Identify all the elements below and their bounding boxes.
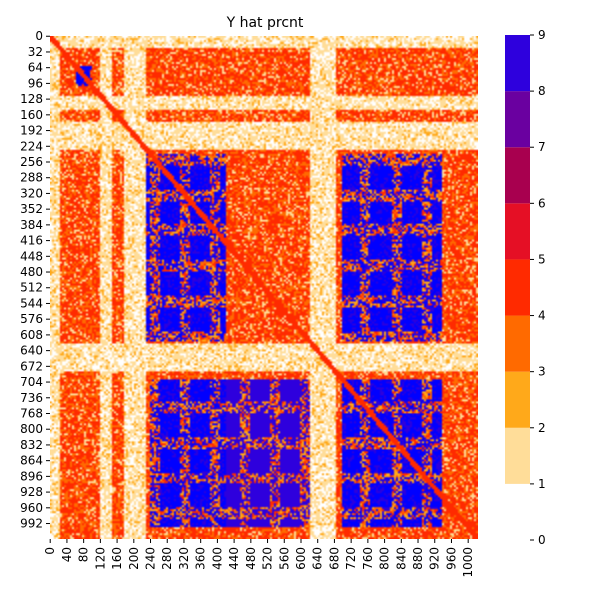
colorbar-ticks: 0 1 2 3 4 5 6 7 8 9: [530, 28, 546, 547]
x-tick-label: 280: [160, 547, 174, 570]
colorbar-tick-label: 2: [538, 421, 546, 435]
x-tick-label: 240: [144, 547, 158, 570]
colorbar-level: [505, 371, 530, 428]
y-tick-label: 736: [20, 391, 43, 405]
y-tick-label: 448: [20, 249, 43, 263]
y-tick-label: 256: [20, 155, 43, 169]
x-tick-label: 320: [177, 547, 191, 570]
x-axis: 0 40 80 120 160 200 240 280 320 360 400 440 480 520 56…: [43, 539, 475, 578]
colorbar-level: [505, 427, 530, 484]
y-tick-label: 64: [28, 61, 43, 75]
x-tick-label: 960: [444, 547, 458, 570]
colorbar-tick-label: 9: [538, 28, 546, 42]
x-tick-label: 200: [127, 547, 141, 570]
x-tick-label: 480: [244, 547, 258, 570]
colorbar-tick-label: 5: [538, 252, 546, 266]
colorbar-tick-label: 8: [538, 84, 546, 98]
chart-title: Y hat prcnt: [226, 15, 304, 31]
y-tick-label: 384: [20, 218, 43, 232]
y-tick-label: 704: [20, 375, 43, 389]
colorbar-level: [505, 483, 530, 540]
colorbar: 0 1 2 3 4 5 6 7 8 9: [505, 28, 546, 547]
x-tick-label: 120: [93, 547, 107, 570]
y-tick-label: 640: [20, 344, 43, 358]
colorbar-level: [505, 35, 530, 92]
y-tick-label: 672: [20, 359, 43, 373]
heatmap-image: [50, 36, 478, 539]
y-tick-label: 608: [20, 328, 43, 342]
x-tick-label: 0: [43, 547, 57, 555]
y-tick-label: 192: [20, 124, 43, 138]
x-tick-label: 400: [210, 547, 224, 570]
y-axis: 0326496128160192224256288320352384416448…: [20, 29, 50, 531]
y-tick-label: 224: [20, 139, 43, 153]
colorbar-levels: [505, 35, 530, 540]
y-tick-label: 832: [20, 438, 43, 452]
x-tick-label: 40: [60, 547, 74, 562]
x-tick-label: 800: [378, 547, 392, 570]
y-tick-label: 544: [20, 296, 43, 310]
x-tick-label: 160: [110, 547, 124, 570]
y-tick-label: 416: [20, 234, 43, 248]
x-tick-label: 760: [361, 547, 375, 570]
x-tick-label: 1000: [461, 547, 475, 578]
colorbar-level: [505, 147, 530, 204]
y-tick-label: 128: [20, 92, 43, 106]
y-tick-label: 160: [20, 108, 43, 122]
y-tick-label: 512: [20, 281, 43, 295]
colorbar-tick-label: 0: [538, 533, 546, 547]
colorbar-level: [505, 91, 530, 148]
colorbar-tick-label: 3: [538, 365, 546, 379]
x-tick-label: 920: [428, 547, 442, 570]
y-tick-label: 0: [35, 29, 43, 43]
x-tick-label: 640: [311, 547, 325, 570]
y-tick-label: 896: [20, 469, 43, 483]
y-tick-label: 320: [20, 186, 43, 200]
x-tick-label: 880: [411, 547, 425, 570]
y-tick-label: 576: [20, 312, 43, 326]
x-tick-label: 600: [294, 547, 308, 570]
x-tick-label: 840: [394, 547, 408, 570]
colorbar-level: [505, 203, 530, 260]
colorbar-tick-label: 4: [538, 309, 546, 323]
x-tick-label: 680: [327, 547, 341, 570]
x-tick-label: 80: [77, 547, 91, 562]
x-tick-label: 520: [261, 547, 275, 570]
y-tick-label: 480: [20, 265, 43, 279]
y-tick-label: 928: [20, 485, 43, 499]
y-tick-label: 96: [28, 76, 43, 90]
y-tick-label: 800: [20, 422, 43, 436]
x-tick-label: 360: [194, 547, 208, 570]
colorbar-tick-label: 7: [538, 140, 546, 154]
y-tick-label: 864: [20, 454, 43, 468]
y-tick-label: 352: [20, 202, 43, 216]
colorbar-level: [505, 315, 530, 372]
x-tick-label: 440: [227, 547, 241, 570]
colorbar-level: [505, 259, 530, 316]
y-tick-label: 288: [20, 171, 43, 185]
colorbar-tick-label: 6: [538, 196, 546, 210]
x-tick-label: 560: [277, 547, 291, 570]
y-tick-label: 32: [28, 45, 43, 59]
heatmap-area: [50, 36, 478, 539]
y-tick-label: 768: [20, 406, 43, 420]
colorbar-tick-label: 1: [538, 477, 546, 491]
y-tick-label: 992: [20, 517, 43, 531]
x-tick-label: 720: [344, 547, 358, 570]
y-tick-label: 960: [20, 501, 43, 515]
